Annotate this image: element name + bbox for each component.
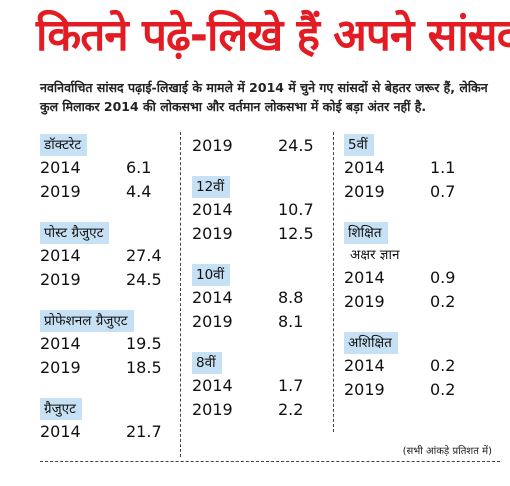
group-illiterate: अशिक्षित 2014 0.2 2019 0.2 (344, 332, 490, 402)
year: 2014 (40, 246, 81, 265)
group-5th: 5वीं 2014 1.1 2019 0.7 (344, 134, 490, 204)
year: 2014 (344, 356, 385, 375)
intro-text: नवनिर्वाचित सांसद पढ़ाई-लिखाई के मामले म… (40, 80, 488, 114)
table-row: 2014 8.8 (192, 286, 338, 310)
table-row: 2019 24.5 (192, 134, 338, 158)
value: 0.2 (430, 356, 456, 375)
group-graduate-continued: 2019 24.5 (192, 134, 338, 158)
year: 2014 (192, 376, 233, 395)
group-label: पोस्ट ग्रैजुएट (40, 222, 110, 244)
value: 10.7 (278, 200, 314, 219)
group-doctorate: डॉक्टरेट 2014 6.1 2019 4.4 (40, 134, 186, 204)
column-divider-1 (180, 132, 181, 457)
year: 2014 (40, 334, 81, 353)
value: 1.7 (278, 376, 304, 395)
table-row: 2014 0.2 (344, 354, 490, 378)
value: 24.5 (278, 136, 314, 155)
table-row: 2014 6.1 (40, 156, 186, 180)
group-label: अशिक्षित (344, 332, 398, 354)
value: 24.5 (126, 270, 162, 289)
year: 2014 (40, 158, 81, 177)
group-graduate: ग्रैजुएट 2014 21.7 (40, 398, 186, 444)
value: 12.5 (278, 224, 314, 243)
table-row: 2014 0.9 (344, 266, 490, 290)
value: 6.1 (126, 158, 152, 177)
year: 2019 (40, 182, 81, 201)
value: 8.1 (278, 312, 304, 331)
year: 2019 (192, 224, 233, 243)
value: 1.1 (430, 158, 456, 177)
group-10th: 10वीं 2014 8.8 2019 8.1 (192, 264, 338, 334)
year: 2019 (344, 292, 385, 311)
group-label: डॉक्टरेट (40, 134, 88, 156)
group-label: प्रोफेशनल ग्रैजुएट (40, 310, 134, 332)
value: 18.5 (126, 358, 162, 377)
table-row: 2019 18.5 (40, 356, 186, 380)
table-row: 2014 1.7 (192, 374, 338, 398)
table-row: 2019 0.7 (344, 180, 490, 204)
year: 2019 (192, 312, 233, 331)
group-literate: शिक्षित अक्षर ज्ञान 2014 0.9 2019 0.2 (344, 222, 490, 314)
value: 2.2 (278, 400, 304, 419)
year: 2019 (192, 400, 233, 419)
table-row: 2019 2.2 (192, 398, 338, 422)
value: 0.9 (430, 268, 456, 287)
value: 21.7 (126, 422, 162, 441)
year: 2019 (344, 380, 385, 399)
table-row: 2019 0.2 (344, 290, 490, 314)
table-row: 2014 19.5 (40, 332, 186, 356)
year: 2019 (344, 182, 385, 201)
table-row: 2019 24.5 (40, 268, 186, 292)
group-label: ग्रैजुएट (40, 398, 82, 420)
group-label: शिक्षित (344, 222, 388, 244)
table-row: 2019 8.1 (192, 310, 338, 334)
bottom-divider (40, 461, 500, 462)
table-row: 2019 4.4 (40, 180, 186, 204)
group-label: 10वीं (192, 264, 231, 286)
value: 0.2 (430, 292, 456, 311)
footnote: (सभी आंकड़े प्रतिशत में) (402, 446, 492, 457)
column-2: 2019 24.5 12वीं 2014 10.7 2019 12.5 10वीं 2… (192, 134, 338, 422)
value: 27.4 (126, 246, 162, 265)
page-title: कितने पढ़े-लिखे हैं अपने सांसद (36, 10, 510, 61)
year: 2019 (40, 270, 81, 289)
value: 4.4 (126, 182, 152, 201)
group-professional-graduate: प्रोफेशनल ग्रैजुएट 2014 19.5 2019 18.5 (40, 310, 186, 380)
table-row: 2014 10.7 (192, 198, 338, 222)
year: 2014 (344, 158, 385, 177)
group-post-graduate: पोस्ट ग्रैजुएट 2014 27.4 2019 24.5 (40, 222, 186, 292)
year: 2019 (40, 358, 81, 377)
group-label: 5वीं (344, 134, 374, 156)
group-label: 12वीं (192, 176, 231, 198)
column-divider-2 (333, 132, 334, 432)
year: 2014 (192, 200, 233, 219)
column-3: 5वीं 2014 1.1 2019 0.7 शिक्षित अक्षर ज्ञान… (344, 134, 490, 402)
column-1: डॉक्टरेट 2014 6.1 2019 4.4 पोस्ट ग्रैजुएट … (40, 134, 186, 444)
table-row: 2019 12.5 (192, 222, 338, 246)
year: 2019 (192, 136, 233, 155)
year: 2014 (344, 268, 385, 287)
value: 19.5 (126, 334, 162, 353)
value: 0.7 (430, 182, 456, 201)
value: 8.8 (278, 288, 304, 307)
group-8th: 8वीं 2014 1.7 2019 2.2 (192, 352, 338, 422)
group-label: 8वीं (192, 352, 222, 374)
table-row: 2014 21.7 (40, 420, 186, 444)
group-12th: 12वीं 2014 10.7 2019 12.5 (192, 176, 338, 246)
table-row: 2014 27.4 (40, 244, 186, 268)
table-row: 2014 1.1 (344, 156, 490, 180)
group-sublabel: अक्षर ज्ञान (350, 247, 400, 263)
value: 0.2 (430, 380, 456, 399)
year: 2014 (192, 288, 233, 307)
table-row: 2019 0.2 (344, 378, 490, 402)
year: 2014 (40, 422, 81, 441)
